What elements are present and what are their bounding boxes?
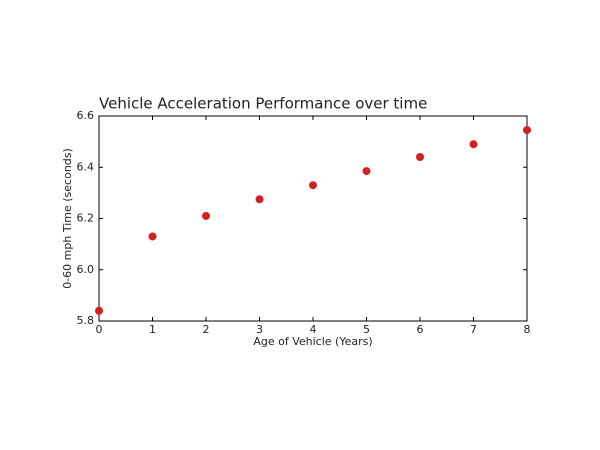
point [202,211,210,220]
point [255,195,264,204]
point [362,167,371,176]
point [469,140,478,149]
y-tick-label: 6.2 [77,212,95,225]
x-tick-label: 1 [149,323,156,336]
point [523,126,531,135]
x-tick-label: 0 [96,323,103,336]
y-tick-label: 5.8 [77,314,95,327]
point [148,232,157,241]
x-axis-label: Age of Vehicle (Years) [253,335,372,348]
x-tick-label: 8 [524,323,531,336]
point [95,306,103,315]
y-axis-label: 0-60 mph Time (seconds) [61,148,74,289]
y-tick-label: 6.6 [77,109,95,122]
chart-title: Vehicle Acceleration Performance over ti… [99,95,427,113]
x-tick-label: 7 [470,323,477,336]
x-tick-label: 4 [310,323,317,336]
x-tick-label: 6 [417,323,424,336]
point [416,153,424,161]
x-tick-label: 2 [203,323,210,336]
plot-frame [98,115,528,322]
x-tick-label: 3 [256,323,263,336]
y-tick-label: 6.4 [77,160,95,173]
x-tick-label: 5 [363,323,370,336]
point [309,181,317,190]
y-tick-label: 6.0 [77,263,95,276]
